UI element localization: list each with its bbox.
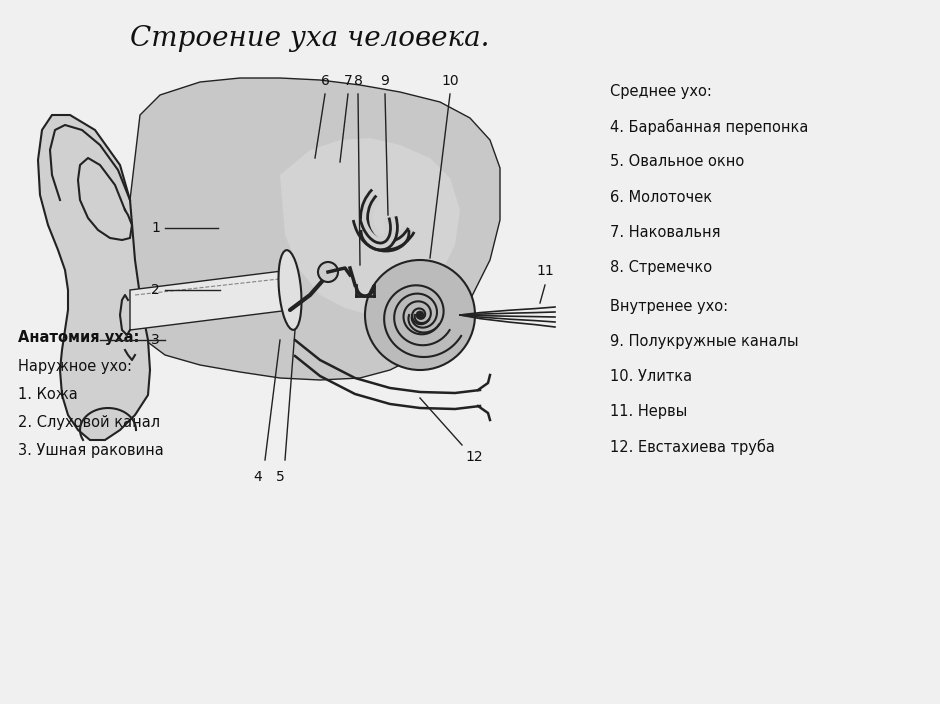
Text: 1: 1 [151, 221, 160, 235]
Text: 2. Слуховой канал: 2. Слуховой канал [18, 415, 160, 430]
Polygon shape [130, 270, 290, 330]
Circle shape [318, 262, 338, 282]
Text: 7. Наковальня: 7. Наковальня [610, 225, 720, 240]
Text: 2: 2 [151, 283, 160, 297]
Text: 9: 9 [381, 74, 389, 88]
Text: 11. Нервы: 11. Нервы [610, 404, 687, 420]
Text: 12: 12 [465, 450, 482, 464]
Text: Анатомия уха:: Анатомия уха: [18, 330, 139, 346]
Text: 5: 5 [275, 470, 285, 484]
Text: 12. Евстахиева труба: 12. Евстахиева труба [610, 439, 775, 455]
Text: 11: 11 [536, 264, 554, 278]
Text: Среднее ухо:: Среднее ухо: [610, 84, 712, 99]
Text: 3. Ушная раковина: 3. Ушная раковина [18, 443, 164, 458]
Circle shape [365, 260, 475, 370]
Text: 6. Молоточек: 6. Молоточек [610, 189, 713, 205]
Text: 7: 7 [344, 74, 352, 88]
Text: 10. Улитка: 10. Улитка [610, 369, 692, 384]
Text: 1. Кожа: 1. Кожа [18, 386, 78, 402]
Polygon shape [130, 78, 500, 380]
Text: Наружное ухо:: Наружное ухо: [18, 358, 132, 374]
Text: 5. Овальное окно: 5. Овальное окно [610, 154, 744, 170]
Text: 8. Стремечко: 8. Стремечко [610, 260, 713, 275]
Text: 3: 3 [151, 333, 160, 347]
Text: Внутренее ухо:: Внутренее ухо: [610, 298, 728, 314]
Polygon shape [38, 115, 150, 440]
Text: 10: 10 [441, 74, 459, 88]
Circle shape [416, 311, 424, 319]
Polygon shape [280, 138, 460, 315]
Ellipse shape [278, 250, 302, 330]
Text: 9. Полукружные каналы: 9. Полукружные каналы [610, 334, 798, 349]
Text: Строение уха человека.: Строение уха человека. [131, 25, 490, 51]
Text: 4. Барабанная перепонка: 4. Барабанная перепонка [610, 119, 808, 134]
Text: 8: 8 [353, 74, 363, 88]
Text: 4: 4 [254, 470, 262, 484]
Text: 6: 6 [321, 74, 329, 88]
